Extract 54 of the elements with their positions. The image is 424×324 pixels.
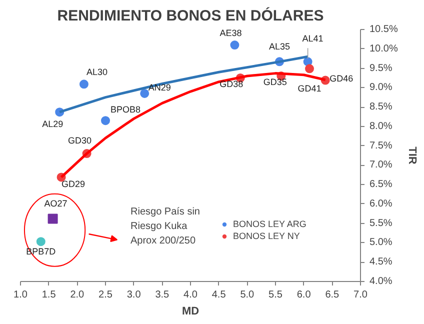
annotation: AE38 — [220, 28, 242, 38]
y-tick-label: 5.5% — [370, 218, 392, 229]
y-tick-label: 8.5% — [370, 102, 392, 113]
y-tick-label: 5.0% — [370, 237, 392, 248]
x-tick-label: 4.0 — [184, 290, 198, 300]
y-tick-label: 6.5% — [370, 179, 392, 190]
x-tick-label: 1.5 — [42, 290, 56, 300]
y-tick-label: 6.0% — [370, 198, 392, 210]
x-tick-label: 7.0 — [354, 290, 368, 300]
annotation: GD41 — [298, 84, 322, 94]
point — [230, 40, 240, 50]
annotation: BPOB8 — [110, 104, 141, 115]
x-tick-label: 3.5 — [155, 290, 170, 300]
annotation: Riesgo País sin Riesgo Kuka Aprox 200/250 — [130, 206, 200, 246]
y-tick-label: 9.5% — [370, 62, 392, 74]
x-tick-label: 5.5 — [268, 290, 283, 300]
y-tick-label: 7.5% — [370, 140, 392, 152]
annotation: GD46 — [330, 73, 354, 84]
point — [101, 116, 110, 126]
x-tick-label: 4.5 — [212, 290, 226, 300]
y-tick-label: 8.0% — [370, 120, 392, 132]
point — [140, 88, 150, 98]
annotation: AL35 — [268, 42, 290, 52]
point — [36, 237, 46, 246]
annotation: GD30 — [68, 136, 92, 146]
y-tick-label: 4.5% — [370, 256, 392, 268]
chart-title: RENDIMIENTO BONOS EN DÓLARES — [57, 6, 324, 24]
y-tick-label: 10.0% — [370, 43, 398, 54]
annotation: AO27 — [44, 198, 68, 209]
y-tick-label: 4.0% — [370, 276, 392, 287]
x-tick-label: 6.0 — [296, 290, 312, 300]
y-axis-title: TIR — [406, 146, 418, 164]
legend-label: BONOS LEY ARG — [233, 219, 306, 229]
legend-label: BONOS LEY NY — [233, 231, 300, 241]
y-tick-label: 10.5% — [370, 24, 398, 35]
x-tick-label: 3.0 — [126, 290, 142, 300]
annotation: AN29 — [148, 82, 171, 92]
x-axis-title: MD — [182, 306, 200, 318]
y-tick-label: 7.0% — [370, 160, 392, 171]
annotation: GD35 — [263, 77, 287, 88]
point — [48, 214, 58, 224]
annotation: AL29 — [42, 119, 64, 130]
annotation: AL30 — [86, 67, 108, 78]
x-tick-label: 5.0 — [240, 290, 255, 300]
y-tick-label: 9.0% — [370, 82, 392, 94]
annotation: GD38 — [220, 78, 244, 89]
x-tick-label: 6.5 — [325, 290, 340, 300]
annotation: GD29 — [62, 179, 86, 190]
point — [79, 80, 88, 89]
x-tick-label: 2.5 — [98, 290, 113, 300]
point — [305, 64, 314, 74]
x-tick-label: 1.0 — [14, 290, 28, 300]
annotation: AL41 — [302, 34, 324, 44]
x-tick-label: 2.0 — [70, 290, 85, 300]
